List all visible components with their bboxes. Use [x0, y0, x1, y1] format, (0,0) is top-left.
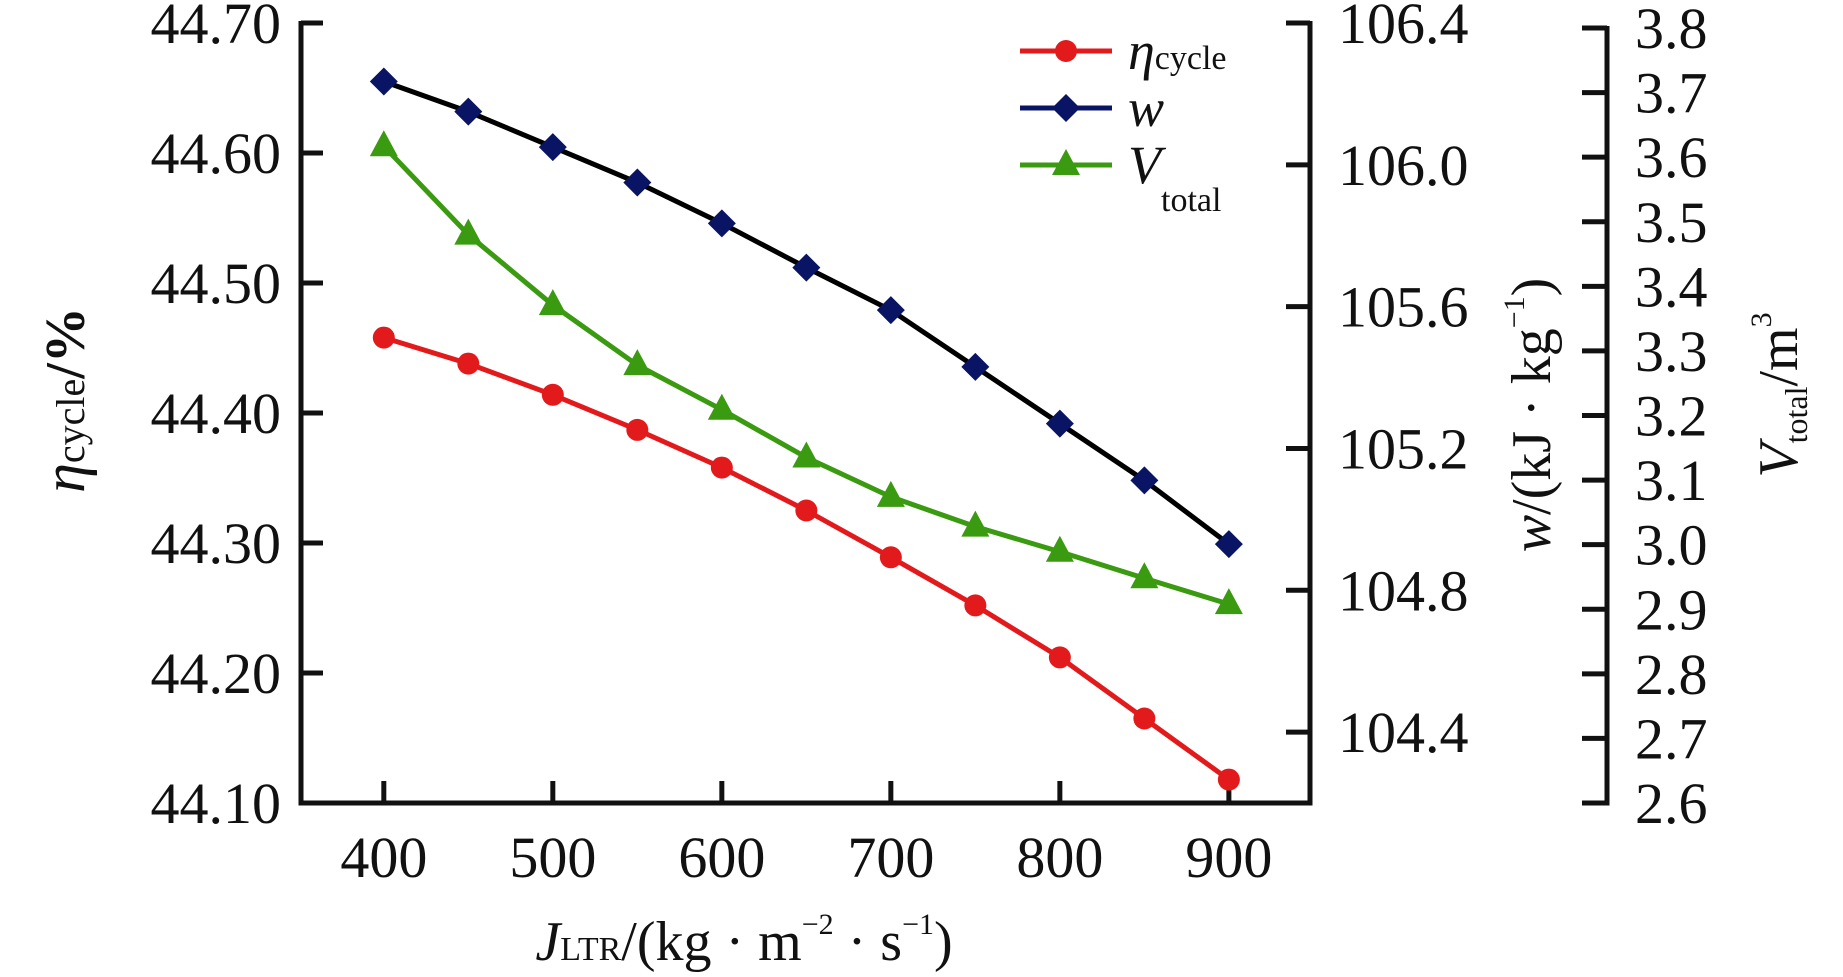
- v-tick-label: 2.6: [1635, 771, 1708, 836]
- axes-layer: 400 500 600 700 800 900 44.10 44.20 44.30 44.40 44…: [151, 0, 1708, 890]
- data-point: [792, 253, 821, 282]
- v-tick-label: 3.6: [1635, 125, 1708, 190]
- x-tick-label: 600: [678, 825, 765, 890]
- legend-item: Vtotal: [1020, 135, 1221, 219]
- legend-marker: [1052, 94, 1080, 122]
- left-tick-label: 44.20: [151, 641, 282, 706]
- v-tick-label: 2.7: [1635, 706, 1708, 771]
- legend-item: w: [1020, 78, 1164, 138]
- legend-marker: [1052, 149, 1080, 175]
- left-tick-label: 44.70: [151, 0, 282, 56]
- data-point: [710, 456, 733, 479]
- data-point: [1130, 562, 1159, 589]
- series-layer: [369, 67, 1243, 791]
- series-line: [382, 144, 1230, 607]
- data-point: [961, 352, 990, 381]
- v-tick-label: 3.7: [1635, 61, 1708, 126]
- data-point: [623, 168, 652, 197]
- w-tick-label: 105.6: [1338, 275, 1469, 340]
- data-point: [541, 383, 564, 406]
- data-point: [1045, 535, 1074, 562]
- data-point: [369, 67, 398, 96]
- data-point: [1045, 409, 1074, 438]
- data-point: [457, 352, 480, 375]
- series-w: [369, 67, 1243, 559]
- data-point: [369, 130, 398, 157]
- data-point: [1130, 466, 1159, 495]
- data-point: [876, 480, 905, 507]
- series-line: [383, 335, 1231, 782]
- v-tick-label: 3.2: [1635, 384, 1708, 449]
- data-point: [1214, 588, 1243, 615]
- data-point: [792, 441, 821, 468]
- left-tick-label: 44.10: [151, 771, 282, 836]
- x-tick-label: 400: [340, 825, 427, 890]
- legend-label: Vtotal: [1128, 135, 1221, 219]
- series-η_cycle: [372, 326, 1240, 791]
- data-point: [1133, 707, 1156, 730]
- w-axis-title: w/(kJ · kg−1): [1498, 278, 1563, 553]
- data-point: [538, 289, 567, 316]
- w-tick-label: 104.8: [1338, 558, 1469, 623]
- legend-label: w: [1128, 78, 1164, 138]
- legend-label: ηcycle: [1128, 21, 1227, 81]
- data-point: [964, 594, 987, 617]
- series-line: [382, 79, 1231, 547]
- v-tick-label: 2.8: [1635, 642, 1708, 707]
- data-point: [876, 296, 905, 325]
- data-point: [626, 418, 649, 441]
- x-tick-label: 500: [509, 825, 596, 890]
- left-tick-label: 44.60: [151, 121, 282, 186]
- v-tick-label: 3.5: [1635, 190, 1708, 255]
- w-tick-label: 105.2: [1338, 416, 1469, 481]
- v-tick-label: 2.9: [1635, 577, 1708, 642]
- data-point: [707, 393, 736, 420]
- x-tick-label: 900: [1185, 825, 1272, 890]
- data-point: [623, 349, 652, 376]
- data-point: [372, 326, 395, 349]
- v-tick-label: 3.1: [1635, 448, 1708, 513]
- data-point: [879, 546, 902, 569]
- data-point: [961, 510, 990, 537]
- v-axis-title: Vtotal/m3: [1745, 312, 1814, 477]
- legend-marker: [1055, 40, 1077, 62]
- left-tick-label: 44.50: [151, 251, 282, 316]
- w-tick-label: 104.4: [1338, 700, 1469, 765]
- x-axis-title: JLTR/(kg · m−2 · s−1): [535, 908, 952, 973]
- w-tick-label: 106.0: [1338, 133, 1469, 198]
- series-V_total: [369, 130, 1243, 615]
- legend-item: ηcycle: [1020, 21, 1227, 81]
- v-tick-label: 3.0: [1635, 513, 1708, 578]
- data-point: [1048, 646, 1071, 669]
- v-tick-label: 3.8: [1635, 0, 1708, 61]
- v-tick-label: 3.4: [1635, 254, 1708, 319]
- left-axis-title: ηcycle/%: [31, 307, 97, 493]
- v-tick-label: 3.3: [1635, 319, 1708, 384]
- left-tick-label: 44.30: [151, 511, 282, 576]
- data-point: [795, 499, 818, 522]
- x-tick-label: 800: [1016, 825, 1103, 890]
- data-point: [538, 133, 567, 162]
- x-tick-label: 700: [847, 825, 934, 890]
- w-tick-label: 106.4: [1338, 0, 1469, 56]
- data-point: [454, 97, 483, 126]
- data-point: [1214, 530, 1243, 559]
- data-point: [454, 218, 483, 245]
- data-point: [1217, 768, 1240, 791]
- left-tick-label: 44.40: [151, 381, 282, 446]
- data-point: [707, 209, 736, 238]
